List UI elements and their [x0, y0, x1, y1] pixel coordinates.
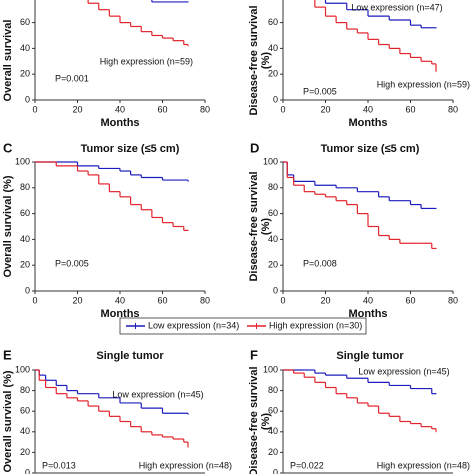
- x-tick-label: 80: [200, 104, 210, 114]
- series-label: High expression (n=59): [377, 79, 470, 89]
- p-value: P=0.013: [42, 460, 76, 470]
- x-tick-label: 0: [32, 104, 37, 114]
- y-tick-label: 0: [273, 94, 278, 104]
- p-value: P=0.005: [55, 258, 89, 268]
- panel-letter: F: [250, 347, 258, 362]
- series-label: Low expression (n=45): [112, 389, 203, 399]
- y-tick-label: 40: [268, 43, 278, 53]
- x-tick-label: 20: [320, 104, 330, 114]
- x-tick-label: 40: [363, 104, 373, 114]
- x-tick-label: 40: [363, 295, 373, 305]
- panel-title: Single tumor: [96, 350, 164, 362]
- y-tick-label: 20: [268, 447, 278, 457]
- panel-letter: C: [3, 140, 13, 155]
- y-axis-label: Overall survival: [2, 20, 14, 102]
- y-tick-label: 60: [20, 208, 30, 218]
- y-axis-label: (%): [260, 218, 272, 235]
- y-tick-label: 20: [268, 69, 278, 79]
- x-tick-label: 20: [72, 295, 82, 305]
- x-tick-label: 60: [405, 104, 415, 114]
- x-tick-label: 40: [115, 295, 125, 305]
- y-tick-label: 80: [268, 182, 278, 192]
- x-tick-label: 80: [200, 295, 210, 305]
- x-tick-label: 60: [405, 295, 415, 305]
- y-tick-label: 60: [268, 406, 278, 416]
- y-tick-label: 0: [25, 94, 30, 104]
- x-tick-label: 0: [280, 104, 285, 114]
- y-tick-label: 60: [20, 17, 30, 27]
- y-tick-label: 20: [20, 69, 30, 79]
- x-tick-label: 60: [157, 295, 167, 305]
- y-axis-label: Disease-free survival: [248, 366, 260, 474]
- legend-label: High expression (n=30): [269, 320, 362, 330]
- y-tick-label: 40: [20, 43, 30, 53]
- y-tick-label: 40: [20, 426, 30, 436]
- x-axis-label: Months: [348, 308, 387, 320]
- y-tick-label: 40: [268, 234, 278, 244]
- panel-letter: E: [3, 347, 12, 362]
- panel-title: Tumor size (≤5 cm): [81, 143, 180, 155]
- p-value: P=0.005: [303, 86, 337, 96]
- x-tick-label: 20: [72, 104, 82, 114]
- x-tick-label: 40: [115, 104, 125, 114]
- x-tick-label: 20: [320, 295, 330, 305]
- y-axis-label: (%): [260, 52, 272, 69]
- legend-label: Low expression (n=34): [148, 320, 239, 330]
- panel-title: Single tumor: [336, 350, 404, 362]
- y-axis-label: (%): [260, 413, 272, 430]
- panel-title: Tumor size (≤5 cm): [321, 143, 420, 155]
- y-tick-label: 80: [268, 385, 278, 395]
- p-value: P=0.008: [303, 258, 337, 268]
- y-tick-label: 20: [268, 260, 278, 270]
- y-tick-label: 40: [268, 426, 278, 436]
- y-tick-label: 100: [15, 156, 30, 166]
- y-tick-label: 20: [20, 260, 30, 270]
- legend-box: [119, 317, 367, 335]
- y-tick-label: 40: [20, 234, 30, 244]
- series-label: High expression (n=48): [377, 460, 470, 470]
- series-label: Low expression (n=45): [358, 366, 449, 376]
- y-tick-label: 0: [273, 285, 278, 295]
- x-axis-label: Months: [348, 117, 387, 129]
- y-tick-label: 100: [15, 364, 30, 374]
- y-tick-label: 0: [25, 285, 30, 295]
- p-value: P=0.001: [55, 73, 89, 83]
- y-tick-label: 80: [20, 385, 30, 395]
- x-tick-label: 80: [448, 295, 458, 305]
- y-tick-label: 0: [25, 467, 30, 474]
- p-value: P=0.022: [290, 460, 324, 470]
- x-tick-label: 80: [448, 104, 458, 114]
- x-tick-label: 0: [32, 295, 37, 305]
- y-tick-label: 80: [20, 182, 30, 192]
- x-axis-label: Months: [100, 308, 139, 320]
- y-tick-label: 0: [273, 467, 278, 474]
- series-label: High expression (n=48): [139, 460, 232, 470]
- series-label: Low expression (n=47): [351, 2, 442, 12]
- x-tick-label: 60: [157, 104, 167, 114]
- y-axis-label: Disease-free survival: [248, 171, 260, 281]
- y-tick-label: 20: [20, 447, 30, 457]
- x-axis-label: Months: [100, 117, 139, 129]
- y-tick-label: 60: [20, 406, 30, 416]
- y-tick-label: 60: [268, 17, 278, 27]
- x-tick-label: 0: [280, 295, 285, 305]
- y-tick-label: 100: [263, 364, 278, 374]
- y-tick-label: 100: [263, 156, 278, 166]
- y-axis-label: Overall survival (%): [2, 370, 14, 472]
- y-axis-label: Overall survival (%): [2, 175, 14, 277]
- panel-letter: D: [250, 140, 259, 155]
- series-label: High expression (n=59): [100, 56, 193, 66]
- y-axis-label: Disease-free survival: [248, 5, 260, 115]
- y-tick-label: 60: [268, 208, 278, 218]
